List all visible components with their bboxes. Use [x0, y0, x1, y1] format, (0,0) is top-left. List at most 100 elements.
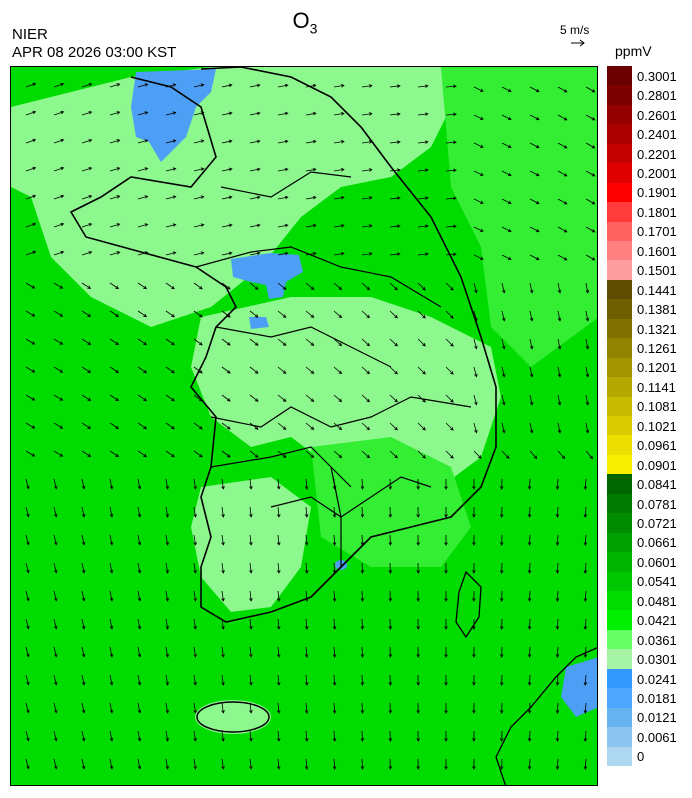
- wind-vector-head: [54, 513, 58, 518]
- wind-vector-head: [87, 341, 92, 345]
- legend-tick-label: 0.1701: [637, 224, 677, 240]
- wind-vector-head: [388, 766, 393, 770]
- wind-vector: [361, 253, 372, 256]
- wind-vector-head: [450, 427, 454, 431]
- wind-vector-head: [193, 681, 197, 686]
- legend-tick-label: 0.1801: [637, 204, 677, 220]
- wind-vector-head: [444, 738, 448, 742]
- wind-vector-head: [137, 653, 142, 658]
- wind-vector: [361, 506, 363, 518]
- wind-vector: [53, 83, 64, 88]
- wind-vector-head: [388, 738, 393, 742]
- wind-vector: [333, 618, 336, 630]
- wind-vector: [109, 758, 113, 769]
- wind-vector: [529, 506, 531, 518]
- wind-vector: [557, 506, 559, 518]
- wind-vector: [305, 730, 308, 742]
- wind-vector-head: [360, 626, 365, 630]
- wind-vector-head: [499, 682, 504, 686]
- wind-vector-head: [396, 224, 401, 228]
- wind-vector-head: [535, 200, 540, 205]
- legend-swatch: [607, 202, 632, 223]
- wind-vector-head: [88, 195, 93, 199]
- wind-vector: [165, 506, 169, 517]
- wind-vector-head: [591, 89, 596, 93]
- wind-vector-head: [54, 625, 58, 630]
- wind-vector: [305, 422, 314, 430]
- wind-vector: [53, 450, 63, 457]
- wind-vector-head: [557, 317, 562, 322]
- wind-vector-head: [338, 398, 343, 403]
- wind-vector-head: [563, 145, 568, 149]
- wind-vector: [137, 251, 148, 256]
- wind-vector-head: [583, 486, 588, 490]
- wind-vector-head: [60, 250, 65, 255]
- wind-vector-head: [32, 82, 37, 87]
- wind-vector-head: [115, 397, 120, 401]
- wind-vector-head: [31, 341, 36, 345]
- wind-vector: [137, 167, 148, 172]
- wind-vector-head: [228, 111, 233, 116]
- wind-vector: [333, 225, 344, 228]
- legend-unit: ppmV: [615, 43, 652, 59]
- wind-vector-head: [276, 514, 281, 518]
- wind-vector: [389, 282, 398, 291]
- wind-vector-head: [32, 250, 37, 255]
- wind-vector: [501, 282, 505, 293]
- wind-vector-head: [256, 83, 261, 88]
- wind-vector: [389, 253, 400, 256]
- wind-vector-head: [26, 541, 30, 546]
- wind-vector: [249, 196, 260, 200]
- wind-vector-head: [228, 251, 233, 256]
- wind-vector: [109, 338, 119, 345]
- wind-vector-head: [54, 541, 58, 546]
- wind-vector-head: [304, 654, 309, 658]
- legend-swatch: [607, 435, 632, 456]
- wind-vector: [389, 450, 398, 459]
- wind-vector-head: [332, 682, 337, 686]
- wind-vector: [137, 338, 147, 345]
- wind-vector: [557, 394, 561, 405]
- wind-vector-head: [116, 139, 121, 143]
- wind-vector: [557, 674, 559, 686]
- wind-vector: [221, 758, 224, 769]
- wind-vector-head: [499, 766, 504, 770]
- wind-vector: [165, 674, 169, 685]
- wind-vector: [277, 478, 280, 489]
- wind-vector-head: [199, 454, 203, 458]
- wind-vector: [585, 422, 589, 433]
- wind-vector: [53, 111, 64, 116]
- wind-vector: [277, 394, 287, 402]
- wind-vector-head: [388, 626, 393, 630]
- wind-vector: [25, 730, 29, 741]
- wind-vector-head: [109, 709, 114, 714]
- wind-vector: [193, 590, 196, 601]
- wind-vector-head: [81, 737, 86, 742]
- wind-vector: [165, 224, 176, 228]
- legend-tick-label: 0.1141: [637, 379, 676, 395]
- wind-vector-head: [529, 317, 534, 322]
- wind-vector-head: [193, 541, 197, 546]
- wind-vector: [165, 310, 175, 318]
- wind-vector: [529, 758, 531, 770]
- wind-vector-head: [416, 682, 420, 686]
- wind-vector: [557, 254, 567, 261]
- legend-tick-label: 0.2601: [637, 107, 677, 123]
- wind-vector: [585, 338, 589, 349]
- wind-vector-head: [557, 373, 562, 378]
- wind-vector: [277, 618, 280, 629]
- wind-vector: [361, 618, 363, 630]
- wind-vector: [333, 253, 344, 256]
- wind-vector-head: [338, 454, 343, 459]
- wind-vector: [277, 534, 280, 545]
- legend-tick-label: 0.1201: [637, 360, 677, 376]
- wind-vector-head: [332, 486, 337, 490]
- wind-vector-head: [360, 542, 365, 546]
- wind-vector: [584, 506, 587, 518]
- wind-vector-head: [332, 766, 337, 770]
- wind-vector-head: [366, 454, 371, 459]
- wind-vector-head: [474, 401, 478, 406]
- wind-vector: [529, 394, 533, 405]
- wind-vector: [249, 478, 252, 489]
- wind-vector-head: [143, 369, 148, 374]
